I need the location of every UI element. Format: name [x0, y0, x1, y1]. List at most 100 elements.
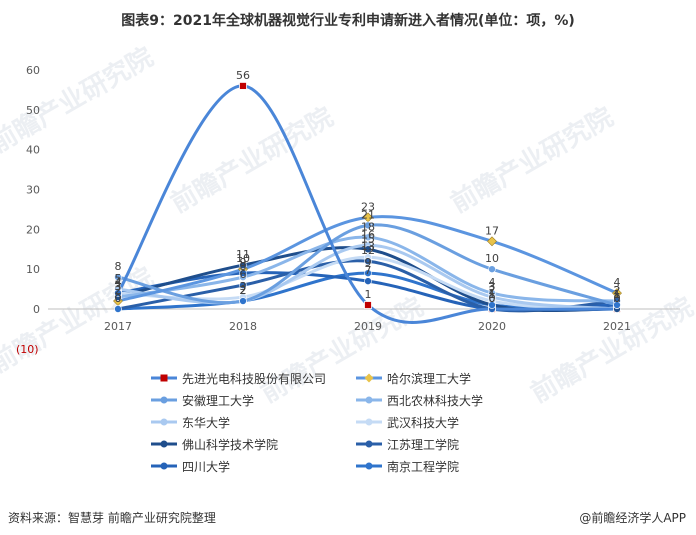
x-tick-label: 2019: [354, 320, 382, 333]
data-label: 0: [614, 292, 621, 305]
legend-swatch-icon: [151, 374, 177, 382]
legend-label: 哈尔滨理工大学: [387, 371, 472, 386]
legend-label: 先进光电科技股份有限公司: [182, 371, 327, 386]
legend-swatch-icon: [151, 396, 177, 404]
data-label: 0: [489, 292, 496, 305]
data-label: 7: [365, 264, 372, 277]
y-tick-label: 60: [26, 64, 40, 77]
data-point: [364, 277, 372, 285]
legend-label: 南京工程学院: [387, 459, 460, 474]
data-label: 4: [115, 276, 122, 289]
data-label: 21: [361, 208, 375, 221]
data-point: [364, 221, 372, 230]
data-label: 1: [489, 288, 496, 301]
data-label: 5: [115, 272, 122, 285]
data-label: 16: [361, 228, 375, 241]
data-label: 56: [236, 69, 250, 82]
legend-item: 西北农林科技大学: [355, 390, 483, 410]
data-label: 8: [115, 260, 122, 273]
legend-item: 江苏理工学院: [355, 434, 459, 454]
data-point: [488, 265, 496, 273]
data-label: 4: [489, 276, 496, 289]
data-label: 1: [614, 288, 621, 301]
legend-swatch-icon: [151, 440, 177, 448]
data-point: [613, 301, 621, 309]
data-label: 9: [240, 256, 247, 269]
data-label: 1: [614, 288, 621, 301]
x-tick-label: 2018: [229, 320, 257, 333]
data-point: [239, 297, 247, 305]
x-tick-label: 2021: [603, 320, 631, 333]
data-label: 4: [115, 276, 122, 289]
legend-label: 佛山科学技术学院: [182, 437, 279, 452]
legend-item: 哈尔滨理工大学: [355, 368, 471, 388]
data-point: [239, 261, 247, 269]
data-label: 0: [115, 292, 122, 305]
legend-swatch-icon: [356, 418, 382, 426]
legend-swatch-icon: [356, 462, 382, 470]
legend-swatch-icon: [356, 440, 382, 448]
legend-item: 东华大学: [150, 412, 230, 432]
data-point: [239, 82, 247, 90]
data-label: 2: [240, 284, 247, 297]
data-label: 8: [240, 260, 247, 273]
data-point: [487, 236, 497, 247]
legend-swatch-icon: [356, 373, 382, 383]
legend-item: 南京工程学院: [355, 456, 459, 476]
y-tick-label: 30: [26, 184, 40, 197]
data-label: 18: [361, 220, 375, 233]
data-label: 3: [115, 280, 122, 293]
data-label: 10: [236, 252, 250, 265]
data-label: 3: [240, 280, 247, 293]
data-point: [364, 257, 372, 266]
legend-label: 安徽理工大学: [182, 393, 255, 408]
legend-swatch-icon: [151, 418, 177, 426]
data-point: [239, 269, 247, 277]
data-label: 0: [614, 292, 621, 305]
data-label: 6: [240, 268, 247, 281]
data-label: 2: [489, 284, 496, 297]
data-label: 2: [240, 284, 247, 297]
data-label: 3: [115, 280, 122, 293]
data-label: 11: [236, 248, 250, 261]
data-label: 15: [361, 232, 375, 245]
data-point: [114, 305, 122, 313]
legend-item: 佛山科学技术学院: [150, 434, 278, 454]
chart-title: 图表9：2021年全球机器视觉行业专利申请新进入者情况(单位：项，%): [121, 13, 575, 29]
legend-swatch-icon: [151, 462, 177, 470]
source-note: 资料来源：智慧芽 前瞻产业研究院整理: [8, 511, 216, 525]
y-tick-label: 10: [26, 263, 40, 276]
data-label: 0: [614, 292, 621, 305]
x-tick-label: 2020: [478, 320, 506, 333]
legend-label: 武汉科技大学: [387, 415, 460, 430]
data-label: 3: [489, 280, 496, 293]
data-label: 2: [614, 284, 621, 297]
y-tick-label: 20: [26, 223, 40, 236]
data-label: 23: [361, 200, 375, 213]
data-point: [364, 233, 372, 242]
legend-item: 先进光电科技股份有限公司: [150, 368, 326, 388]
data-label: 0: [614, 292, 621, 305]
series-line: [116, 84, 619, 324]
data-point: [239, 281, 247, 289]
y-tick-label: 40: [26, 144, 40, 157]
data-point: [114, 289, 122, 297]
data-label: 1: [489, 288, 496, 301]
data-label: 12: [361, 244, 375, 257]
legend-label: 西北农林科技大学: [387, 393, 484, 408]
data-label: 4: [115, 276, 122, 289]
y-tick-label: 50: [26, 104, 40, 117]
data-label: 10: [485, 252, 499, 265]
y-tick-label: 0: [33, 303, 40, 316]
legend-swatch-icon: [356, 396, 382, 404]
data-label: 0: [115, 292, 122, 305]
data-point: [114, 273, 122, 281]
legend-item: 安徽理工大学: [150, 390, 254, 410]
data-label: 1: [365, 288, 372, 301]
data-label: 2: [115, 284, 122, 297]
legend-label: 四川大学: [182, 459, 231, 474]
data-label: 17: [485, 224, 499, 237]
data-label: 13: [361, 240, 375, 253]
data-label: 1: [614, 288, 621, 301]
